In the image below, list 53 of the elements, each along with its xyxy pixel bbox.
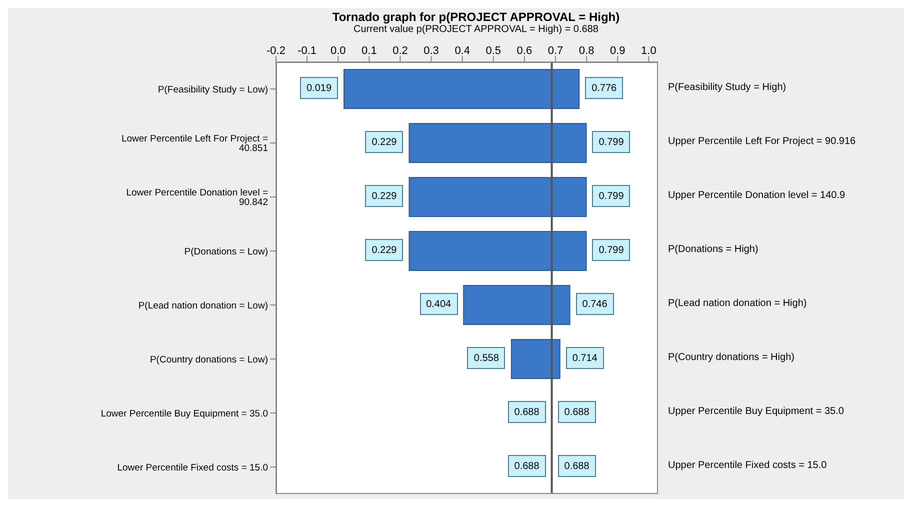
- annotation: 0.019: [300, 77, 338, 99]
- chart-subtitle: Current value p(PROJECT APPROVAL = High) = 0.688: [352, 24, 600, 35]
- annotation: 0.799: [592, 131, 630, 153]
- annotation: 0.776: [585, 77, 624, 99]
- annotation: 0.229: [365, 131, 404, 153]
- annotation: 0.799: [592, 185, 630, 207]
- annotation: 0.558: [467, 347, 506, 369]
- x-tick-label: 0.6: [516, 45, 532, 57]
- x-tick-label: 0.4: [454, 45, 470, 57]
- y-tick-label: Lower Percentile Fixed costs = 15.0: [117, 462, 268, 474]
- bar: [510, 339, 560, 380]
- y-tick-label: P(Country donations = Low): [150, 354, 268, 366]
- chart-title: Tornado graph for p(PROJECT APPROVAL = High): [331, 9, 621, 24]
- annotation: 0.404: [420, 293, 458, 315]
- bar: [408, 177, 587, 218]
- text: P(Feasibility Study = High): [668, 82, 786, 93]
- x-tick-label: 0.5: [486, 45, 502, 57]
- annotation: 0.688: [508, 401, 546, 423]
- annotation: 0.688: [508, 455, 546, 477]
- text: Upper Percentile Donation level = 140.9: [668, 190, 846, 201]
- y-tick-label: P(Lead nation donation = Low): [138, 300, 268, 312]
- y-tick-label: Lower Percentile Buy Equipment = 35.0: [100, 408, 268, 420]
- x-tick-label: 1.0: [641, 45, 656, 57]
- text: P(Lead nation donation = High): [668, 298, 807, 309]
- x-tick-label: 0.8: [578, 45, 594, 57]
- bar: [408, 231, 587, 272]
- y-tick-label: Lower Percentile Donation level = 90.842: [126, 188, 268, 208]
- x-tick-label: -0.2: [266, 45, 286, 57]
- text: P(Country donations = High): [668, 352, 794, 363]
- y-tick-label: Lower Percentile Left For Project = 40.851: [121, 134, 268, 154]
- bar: [463, 285, 570, 326]
- y-tick-label: P(Donations = Low): [184, 246, 268, 258]
- x-tick-label: 0.7: [548, 45, 564, 57]
- bar: [344, 69, 580, 110]
- x-tick-label: 0.9: [610, 45, 626, 57]
- x-tick-label: -0.1: [298, 45, 317, 57]
- text: P(Donations = High): [668, 244, 758, 255]
- annotation: 0.229: [365, 185, 404, 207]
- x-tick-label: 0.3: [424, 45, 439, 57]
- text: Upper Percentile Buy Equipment = 35.0: [668, 406, 844, 417]
- annotation: 0.799: [592, 239, 630, 261]
- text: Upper Percentile Left For Project = 90.916: [668, 136, 856, 147]
- x-tick-label: 0.2: [392, 45, 408, 57]
- text: Upper Percentile Fixed costs = 15.0: [668, 460, 827, 471]
- y-tick-label: P(Feasibility Study = Low): [158, 84, 268, 96]
- bar: [408, 123, 587, 164]
- annotation: 0.714: [566, 347, 604, 369]
- annotation: 0.688: [558, 401, 596, 423]
- x-tick-label: 0.0: [330, 45, 346, 57]
- annotation: 0.688: [558, 455, 596, 477]
- x-tick-label: 0.1: [362, 45, 377, 57]
- annotation: 0.746: [576, 293, 614, 315]
- annotation: 0.229: [365, 239, 404, 261]
